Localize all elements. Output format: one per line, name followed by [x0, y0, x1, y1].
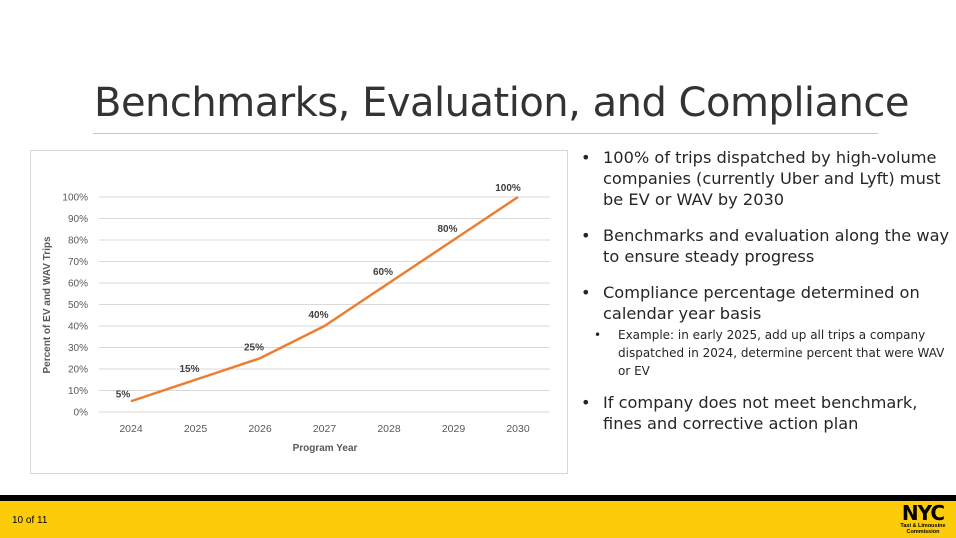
- y-tick-label: 80%: [68, 236, 88, 247]
- bullet-item: • If company does not meet benchmark, fi…: [578, 392, 950, 434]
- line-chart: 0% 10% 20% 30% 40% 50% 60% 70% 80% 90% 100% 2024 202…: [42, 183, 550, 454]
- bullet-marker: •: [581, 393, 591, 412]
- logo-nyc-text: NYC: [901, 501, 945, 525]
- data-label: 60%: [373, 267, 393, 278]
- x-tick-label: 2030: [506, 423, 530, 435]
- footer-bar: [0, 501, 956, 538]
- chart-container: 0% 10% 20% 30% 40% 50% 60% 70% 80% 90% 100% 2024 202…: [30, 150, 568, 474]
- data-label: 25%: [244, 342, 264, 353]
- bullet-text: 100% of trips dispatched by high-volume …: [603, 148, 941, 209]
- data-label: 40%: [308, 310, 328, 321]
- sub-bullet-item: • Example: in early 2025, add up all tri…: [578, 326, 950, 380]
- footer-rule: [0, 495, 956, 501]
- series-line: [130, 195, 519, 403]
- x-tick-label: 2024: [119, 423, 143, 435]
- y-tick-label: 50%: [68, 300, 88, 311]
- bullet-marker: •: [581, 283, 591, 302]
- y-tick-label: 60%: [68, 279, 88, 290]
- x-tick-label: 2026: [248, 423, 272, 435]
- y-tick-label: 0%: [74, 408, 89, 419]
- bullet-text: Compliance percentage determined on cale…: [603, 283, 920, 323]
- bullet-text: Benchmarks and evaluation along the way …: [603, 226, 950, 266]
- x-tick-label: 2028: [377, 423, 401, 435]
- nyc-tlc-logo: NYC Taxi & Limousine Commission: [892, 503, 954, 537]
- x-axis-title: Program Year: [293, 443, 358, 454]
- slide-title: Benchmarks, Evaluation, and Compliance: [94, 80, 910, 126]
- logo-line-1: Taxi & Limousine: [900, 523, 946, 529]
- data-label: 15%: [179, 364, 199, 375]
- y-tick-label: 30%: [68, 343, 88, 354]
- data-label: 5%: [116, 389, 131, 400]
- y-tick-label: 90%: [68, 214, 88, 225]
- x-tick-label: 2029: [442, 423, 466, 435]
- bullet-text: If company does not meet benchmark, fine…: [603, 393, 918, 433]
- data-label: 100%: [495, 183, 521, 194]
- bullet-item: • 100% of trips dispatched by high-volum…: [578, 147, 950, 210]
- bullet-marker: •: [581, 148, 591, 167]
- y-tick-label: 40%: [68, 322, 88, 333]
- x-tick-label: 2025: [184, 423, 208, 435]
- y-axis-title: Percent of EV and WAV Trips: [42, 236, 53, 374]
- bullet-marker: •: [594, 328, 602, 342]
- y-tick-label: 10%: [68, 386, 88, 397]
- x-tick-label: 2027: [313, 423, 337, 435]
- y-tick-label: 70%: [68, 257, 88, 268]
- bullet-marker: •: [581, 226, 591, 245]
- bullet-item: • Compliance percentage determined on ca…: [578, 282, 950, 324]
- data-label: 80%: [437, 224, 457, 235]
- y-tick-label: 100%: [62, 193, 88, 204]
- bullet-item: • Benchmarks and evaluation along the wa…: [578, 225, 950, 267]
- sub-bullet-text: Example: in early 2025, add up all trips…: [618, 328, 945, 378]
- logo-line-2: Commission: [906, 529, 940, 535]
- page-number: 10 of 11: [12, 515, 48, 526]
- title-divider: [93, 133, 878, 134]
- bullet-list: • 100% of trips dispatched by high-volum…: [578, 147, 950, 449]
- y-tick-label: 20%: [68, 365, 88, 376]
